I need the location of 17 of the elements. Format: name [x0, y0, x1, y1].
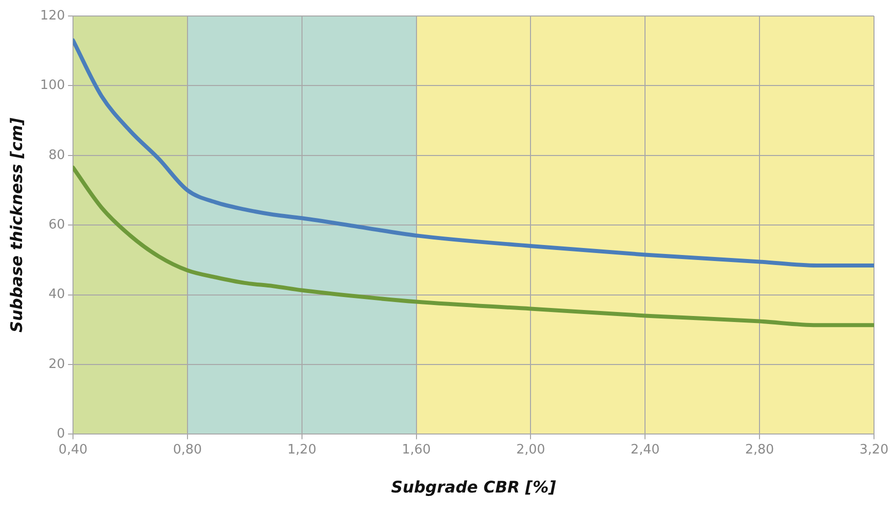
y-tick-label: 0: [56, 426, 66, 442]
y-axis-title: Subbase thickness [cm]: [6, 116, 26, 333]
y-tick-label: 20: [48, 356, 66, 372]
x-axis-title: Subgrade CBR [%]: [391, 478, 557, 497]
x-tick-label: 1,20: [287, 442, 316, 458]
y-tick-label: 60: [48, 217, 66, 232]
x-tick-label: 0,80: [172, 442, 202, 458]
x-tick-label: 2,00: [516, 442, 546, 458]
y-tick-label: 120: [40, 8, 66, 24]
x-tick-label: 2,40: [630, 442, 660, 458]
x-tick-label: 3,20: [860, 442, 888, 458]
x-tick-label: 0,40: [58, 442, 88, 458]
y-tick-label: 80: [48, 148, 66, 163]
x-tick-label: 1,60: [402, 442, 431, 458]
y-tick-label: 40: [48, 287, 66, 302]
x-tick-label: 2,80: [745, 442, 774, 458]
y-tick-label: 100: [40, 78, 66, 94]
